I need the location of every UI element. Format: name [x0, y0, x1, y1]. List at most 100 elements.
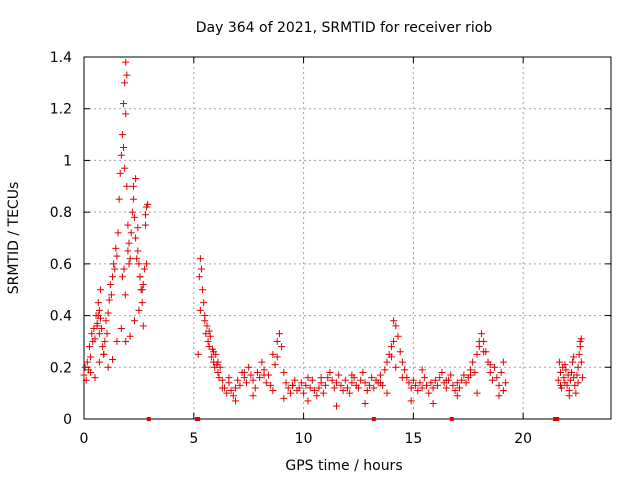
data-point: [121, 164, 129, 172]
data-point: [116, 169, 124, 177]
data-point: [109, 356, 117, 364]
y-tick-label: 0.8: [50, 205, 72, 221]
data-point: [462, 379, 470, 387]
data-point: [383, 389, 391, 397]
data-point: [122, 337, 130, 345]
data-point: [578, 374, 586, 382]
data-point: [390, 337, 398, 345]
data-point: [442, 384, 450, 392]
y-tick-label: 1.4: [50, 50, 72, 66]
data-point: [247, 371, 255, 379]
data-point: [429, 399, 437, 407]
data-point: [80, 371, 88, 379]
data-point: [240, 368, 248, 376]
data-point: [499, 358, 507, 366]
data-point: [554, 376, 562, 384]
data-point: [499, 387, 507, 395]
data-point: [407, 397, 415, 405]
x-tick-label: 10: [295, 431, 313, 447]
data-point: [319, 389, 327, 397]
data-point: [370, 384, 378, 392]
data-point: [120, 100, 128, 108]
data-point: [143, 260, 151, 268]
y-axis-label: SRMTID / TECUs: [6, 182, 22, 295]
baseline-marker: [555, 417, 560, 421]
data-point: [412, 381, 420, 389]
data-point: [87, 353, 95, 361]
data-point: [392, 322, 400, 330]
data-point: [225, 374, 233, 382]
baseline-marker: [371, 417, 376, 421]
data-point: [473, 389, 481, 397]
data-point: [297, 379, 305, 387]
data-point: [128, 208, 136, 216]
data-point: [126, 255, 134, 263]
data-point: [249, 392, 257, 400]
data-point: [229, 392, 237, 400]
data-point: [242, 379, 250, 387]
data-point: [368, 374, 376, 382]
data-point: [258, 358, 266, 366]
data-point: [458, 376, 466, 384]
data-point: [141, 211, 149, 219]
baseline-marker: [146, 417, 151, 421]
data-point: [416, 379, 424, 387]
data-point: [574, 363, 582, 371]
data-point: [194, 350, 202, 358]
data-point: [486, 368, 494, 376]
plot-frame: [83, 56, 612, 420]
data-point: [493, 374, 501, 382]
data-point: [197, 265, 205, 273]
data-point: [575, 350, 583, 358]
data-point: [473, 350, 481, 358]
data-point: [131, 213, 139, 221]
data-point: [567, 368, 575, 376]
data-point: [313, 392, 321, 400]
data-point: [407, 384, 415, 392]
data-point: [105, 296, 113, 304]
data-point: [438, 368, 446, 376]
data-point: [124, 221, 132, 229]
data-point: [324, 374, 332, 382]
data-point: [569, 358, 577, 366]
data-point: [234, 376, 242, 384]
data-point: [475, 337, 483, 345]
data-point: [106, 281, 114, 289]
data-point: [131, 317, 139, 325]
data-point: [123, 71, 131, 79]
y-tick-label: 1.2: [50, 102, 72, 118]
data-point: [425, 389, 433, 397]
data-point: [315, 384, 323, 392]
data-point: [477, 330, 485, 338]
y-axis: 0 0.2 0.4 0.6 0.8 1 1.2 1.4: [50, 50, 611, 428]
grid-lines: [84, 57, 611, 419]
data-point: [121, 291, 129, 299]
data-point: [262, 379, 270, 387]
data-point: [495, 392, 503, 400]
data-point: [295, 384, 303, 392]
data-point: [267, 381, 275, 389]
data-point: [453, 379, 461, 387]
data-point: [132, 175, 140, 183]
data-point: [376, 371, 384, 379]
y-tick-label: 1: [63, 153, 72, 169]
data-point: [357, 376, 365, 384]
data-point: [280, 368, 288, 376]
data-point: [210, 348, 218, 356]
data-point: [394, 332, 402, 340]
data-point: [232, 384, 240, 392]
data-point: [497, 368, 505, 376]
data-point: [199, 286, 207, 294]
data-point: [302, 381, 310, 389]
data-point: [354, 384, 362, 392]
x-tick-label: 0: [80, 431, 89, 447]
data-point: [390, 317, 398, 325]
data-point: [129, 182, 137, 190]
data-point: [91, 335, 99, 343]
data-point: [333, 402, 341, 410]
data-point: [455, 384, 463, 392]
data-point: [140, 265, 148, 273]
x-axis: 0 5 10 15 20: [80, 57, 532, 447]
data-point: [104, 363, 112, 371]
